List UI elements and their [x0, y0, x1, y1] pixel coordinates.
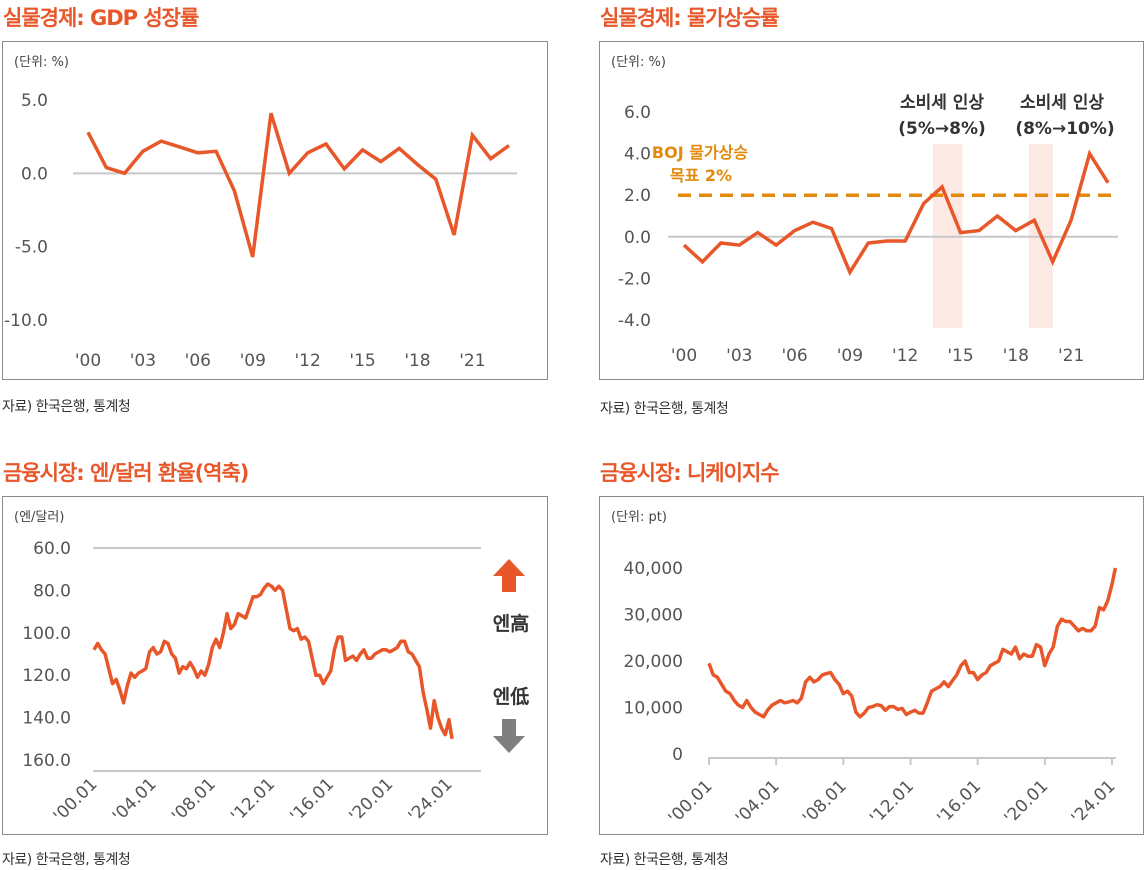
cpi-chart: (단위: %) 6.0 4.0 2.0 0.0 -2.0 -4.0 '00 '03 '06 '09 '…	[611, 55, 1118, 366]
x-tick-label: '20.01	[1001, 776, 1053, 828]
y-tick-label: -10.0	[4, 311, 48, 331]
y-tick-label: 6.0	[624, 103, 651, 123]
gdp-chart-source: 자료) 한국은행, 통계청	[2, 399, 131, 415]
y-tick-label: 120.0	[22, 666, 71, 686]
boj-target-label: BOJ 물가상승	[652, 143, 748, 162]
x-tick-label: '00	[75, 351, 101, 371]
fx-chart-title: 금융시장: 엔/달러 환율(역축)	[3, 461, 249, 485]
y-tick-label: -2.0	[618, 269, 651, 289]
y-tick-label: 5.0	[21, 91, 48, 111]
nikkei-chart-frame: (단위: pt) 0 10,000 20,000 30,000 40,000 '00.01 '…	[599, 496, 1144, 835]
x-tick-label: '18	[404, 351, 430, 371]
x-tick-label: '12	[294, 351, 320, 371]
x-tick-label: '00.01	[665, 776, 717, 828]
unit-label: (엔/달러)	[14, 510, 64, 525]
x-tick-label: '21	[1058, 346, 1084, 366]
boj-target-label: 목표 2%	[670, 166, 732, 185]
unit-label: (단위: pt)	[611, 510, 667, 525]
x-tick-label: '03	[130, 351, 156, 371]
y-tick-label: -5.0	[15, 238, 48, 258]
gdp-chart-title: 실물경제: GDP 성장률	[3, 6, 199, 30]
y-tick-label: 4.0	[624, 145, 651, 165]
gdp-chart: (단위: %) 5.0 0.0 -5.0 -10.0 '00 '03 '06 '09 '12 '15…	[4, 55, 517, 371]
x-tick-label: '12	[892, 346, 918, 366]
nikkei-chart: (단위: pt) 0 10,000 20,000 30,000 40,000 '00.01 '…	[611, 510, 1120, 828]
tax-hike-annotation: 소비세 인상	[1020, 93, 1104, 113]
fx-chart-frame: (엔/달러) 60.0 80.0 100.0 120.0 140.0 160.0 '00.01…	[2, 496, 548, 835]
y-tick-label: 140.0	[22, 709, 71, 729]
x-tick-label: '09	[837, 346, 863, 366]
x-tick-label: '03	[726, 346, 752, 366]
x-tick-label: '12.01	[227, 774, 279, 826]
y-tick-label: 0.0	[624, 228, 651, 248]
y-tick-label: 40,000	[624, 559, 683, 579]
cpi-chart-frame: (단위: %) 6.0 4.0 2.0 0.0 -2.0 -4.0 '00 '03 '06 '09 '…	[599, 41, 1144, 380]
fx-chart-source: 자료) 한국은행, 통계청	[2, 852, 131, 868]
series-line	[92, 582, 454, 740]
y-tick-label: -4.0	[618, 311, 651, 331]
series-line	[682, 149, 1110, 276]
nikkei-chart-title: 금융시장: 니케이지수	[600, 461, 780, 485]
nikkei-chart-source: 자료) 한국은행, 통계청	[600, 852, 729, 868]
x-tick-label: '16.01	[286, 774, 338, 826]
yen-strong-label: 엔高	[493, 612, 529, 635]
x-tick-label: '00	[671, 346, 697, 366]
y-tick-label: 0	[672, 745, 683, 765]
fx-chart: (엔/달러) 60.0 80.0 100.0 120.0 140.0 160.0 '00.01…	[14, 510, 529, 826]
unit-label: (단위: %)	[611, 55, 666, 70]
x-tick-label: '00.01	[50, 774, 102, 826]
x-tick-label: '08.01	[168, 774, 220, 826]
tax-hike-annotation: (5%→8%)	[898, 119, 986, 139]
series-line	[707, 567, 1118, 719]
yen-weak-arrow-icon	[493, 719, 525, 753]
cpi-chart-title: 실물경제: 물가상승률	[600, 6, 780, 30]
unit-label: (단위: %)	[14, 55, 69, 70]
x-tick-label: '04.01	[109, 774, 161, 826]
y-tick-label: 0.0	[21, 164, 48, 184]
x-tick-label: '09	[240, 351, 266, 371]
x-tick-label: '06	[185, 351, 211, 371]
y-tick-label: 100.0	[22, 624, 71, 644]
x-tick-label: '15	[349, 351, 375, 371]
tax-hike-annotation: (8%→10%)	[1015, 119, 1114, 139]
x-tick-label: '12.01	[866, 776, 918, 828]
yen-strong-arrow-icon	[493, 559, 525, 592]
x-tick-label: '15	[947, 346, 973, 366]
y-tick-label: 30,000	[624, 606, 683, 626]
y-tick-label: 10,000	[624, 699, 683, 719]
gdp-chart-frame: (단위: %) 5.0 0.0 -5.0 -10.0 '00 '03 '06 '09 '12 '15…	[2, 41, 548, 380]
y-tick-label: 2.0	[624, 186, 651, 206]
x-tick-label: '08.01	[799, 776, 851, 828]
x-tick-label: '04.01	[732, 776, 784, 828]
y-tick-label: 60.0	[33, 539, 71, 559]
x-tick-label: '21	[459, 351, 485, 371]
x-tick-label: '20.01	[346, 774, 398, 826]
cpi-chart-source: 자료) 한국은행, 통계청	[600, 401, 729, 417]
tax-hike-annotation: 소비세 인상	[900, 93, 984, 113]
yen-weak-label: 엔低	[493, 685, 529, 708]
x-tick-label: '24.01	[1068, 776, 1120, 828]
x-tick-label: '24.01	[405, 774, 457, 826]
y-tick-label: 20,000	[624, 652, 683, 672]
x-tick-label: '06	[781, 346, 807, 366]
y-tick-label: 80.0	[33, 581, 71, 601]
x-tick-label: '16.01	[933, 776, 985, 828]
x-tick-label: '18	[1003, 346, 1029, 366]
y-tick-label: 160.0	[22, 751, 71, 771]
series-line	[86, 112, 511, 258]
